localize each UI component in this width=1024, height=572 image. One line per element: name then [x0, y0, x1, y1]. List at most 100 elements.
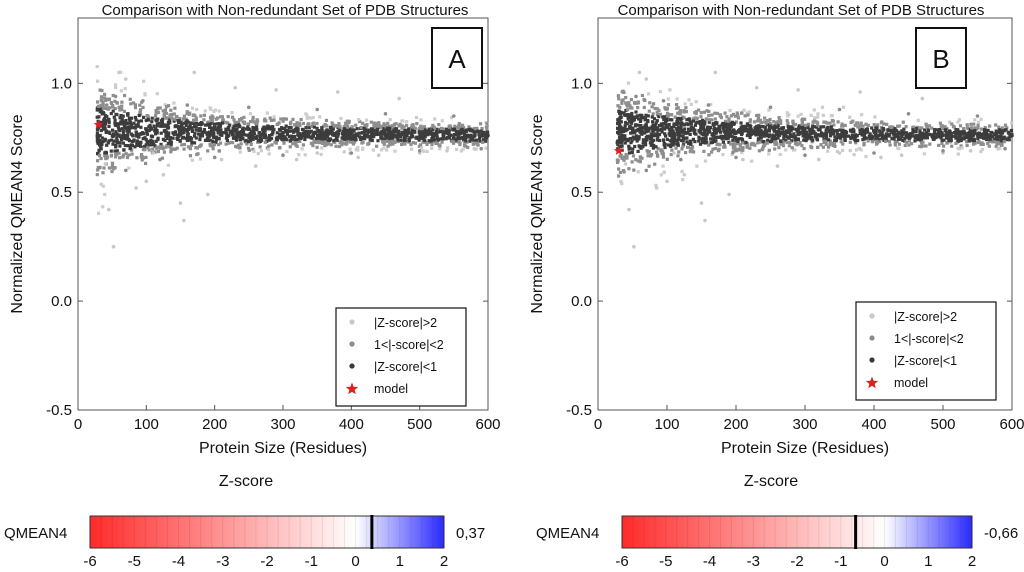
- cloud-point: [633, 144, 637, 149]
- cloud-point: [354, 138, 358, 142]
- cloud-point: [812, 116, 817, 120]
- cloud-point: [112, 133, 116, 138]
- cloud-point: [811, 129, 815, 133]
- cloud-point: [436, 130, 440, 134]
- cloud-point: [185, 138, 190, 143]
- cloud-point: [992, 138, 996, 142]
- cloud-point: [983, 130, 987, 134]
- cloud-point: [851, 133, 855, 137]
- cloud-point: [831, 119, 835, 123]
- cloud-point: [103, 125, 107, 129]
- cloud-point: [758, 136, 763, 140]
- cloud-point: [662, 121, 666, 125]
- cloud-point: [689, 121, 693, 125]
- cloud-point: [251, 135, 255, 139]
- model-point: [613, 145, 624, 155]
- cloud-point: [252, 149, 256, 153]
- cloud-point: [767, 148, 771, 152]
- cloud-point: [330, 130, 334, 134]
- cloud-point: [681, 139, 685, 143]
- cloud-point: [103, 117, 107, 121]
- cloud-point: [835, 129, 839, 133]
- cloud-point: [233, 127, 237, 132]
- legend-label: |Z-score|<1: [374, 360, 437, 374]
- data-point: [212, 155, 217, 160]
- cloud-point: [372, 135, 376, 139]
- cloud-point: [627, 151, 632, 155]
- cloud-point: [676, 141, 680, 146]
- cloud-point: [855, 148, 859, 152]
- cloud-point: [230, 133, 234, 137]
- cloud-point: [311, 144, 315, 148]
- cloud-point: [888, 143, 892, 147]
- cloud-point: [644, 122, 648, 126]
- colorbar-label: QMEAN4: [4, 525, 67, 542]
- cloud-point: [147, 129, 151, 133]
- data-point: [294, 157, 299, 162]
- cloud-point: [114, 85, 118, 89]
- cloud-point: [283, 126, 287, 130]
- cloud-point: [863, 131, 867, 135]
- cloud-point: [653, 124, 657, 128]
- cloud-point: [823, 120, 828, 124]
- cloud-point: [995, 134, 999, 138]
- cloud-point: [272, 118, 276, 122]
- cloud-point: [923, 135, 927, 139]
- cloud-point: [627, 144, 631, 148]
- cloud-point: [717, 147, 721, 151]
- cloud-point: [985, 137, 989, 141]
- cloud-point: [182, 128, 186, 132]
- cloud-point: [294, 141, 298, 145]
- cloud-point: [717, 124, 721, 129]
- cloud-point: [813, 135, 818, 139]
- x-tick-label: 300: [792, 416, 817, 433]
- cloud-point: [946, 132, 950, 136]
- cloud-point: [948, 137, 952, 141]
- cloud-point: [729, 121, 733, 125]
- cloud-point: [891, 127, 896, 131]
- cloud-point: [257, 139, 261, 143]
- cloud-point: [857, 146, 861, 151]
- cloud-point: [972, 122, 976, 126]
- cloud-point: [658, 112, 663, 116]
- data-point: [727, 192, 731, 197]
- cloud-point: [154, 108, 158, 113]
- cloud-point: [802, 147, 806, 151]
- cloud-point: [250, 131, 254, 135]
- cloud-point: [210, 114, 214, 118]
- cloud-point: [121, 114, 125, 118]
- cloud-point: [745, 127, 749, 132]
- cloud-point: [994, 137, 998, 141]
- cloud-point: [650, 115, 654, 119]
- cloud-point: [104, 98, 108, 102]
- cloud-point: [315, 145, 319, 149]
- cloud-point: [158, 146, 162, 150]
- cloud-point: [210, 126, 214, 130]
- cloud-point: [107, 130, 111, 134]
- cloud-point: [677, 133, 681, 137]
- cloud-point: [918, 144, 922, 148]
- data-point: [96, 140, 101, 144]
- cloud-point: [677, 111, 682, 115]
- cloud-point: [303, 137, 307, 142]
- cloud-point: [649, 143, 653, 147]
- cloud-point: [848, 115, 852, 119]
- cloud-point: [478, 139, 482, 143]
- cloud-point: [342, 125, 346, 129]
- cloud-point: [119, 113, 123, 118]
- cloud-point: [979, 141, 983, 145]
- cloud-point: [776, 136, 780, 140]
- cloud-point: [457, 124, 461, 128]
- cloud-point: [357, 118, 361, 122]
- cloud-point: [863, 135, 867, 140]
- cloud-point: [405, 133, 409, 138]
- cloud-point: [636, 123, 640, 127]
- cloud-point: [793, 142, 797, 146]
- cloud-point: [341, 130, 345, 134]
- cloud-point: [480, 131, 484, 135]
- data-point: [349, 151, 354, 155]
- data-point: [206, 192, 210, 197]
- cloud-point: [655, 138, 659, 142]
- cloud-point: [110, 163, 115, 167]
- cloud-point: [628, 125, 632, 129]
